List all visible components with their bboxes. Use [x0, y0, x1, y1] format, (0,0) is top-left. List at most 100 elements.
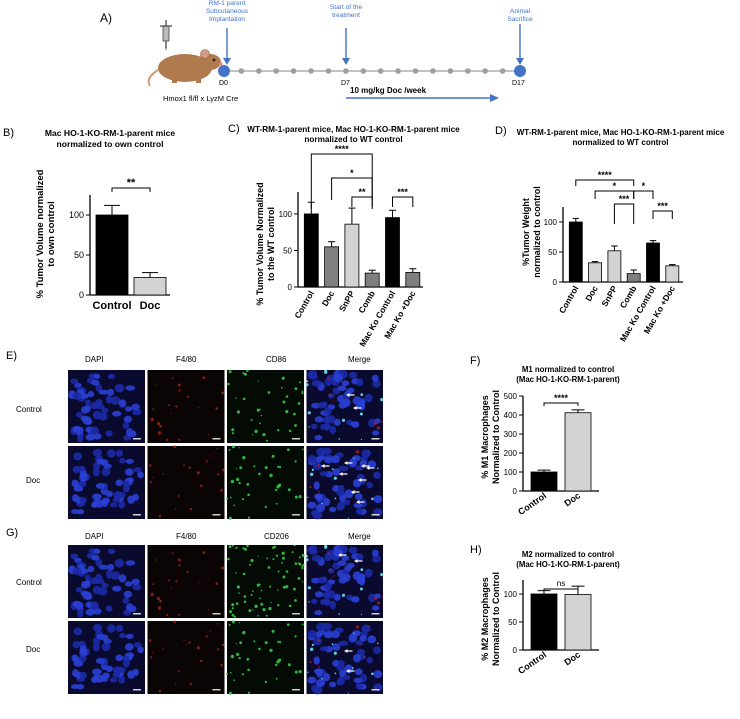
marker-signal	[338, 613, 341, 615]
f480-signal	[188, 466, 191, 469]
white-arrow-head	[346, 393, 350, 397]
marker-signal	[235, 397, 237, 399]
marker-signal	[311, 643, 314, 646]
f480-signal	[329, 393, 332, 397]
marker-signal	[259, 422, 261, 425]
marker-signal	[253, 465, 256, 468]
marker-signal	[333, 651, 337, 655]
nucleus	[103, 463, 112, 469]
nucleus	[107, 548, 116, 554]
f480-signal	[216, 623, 219, 625]
marker-signal	[270, 601, 272, 604]
nucleus	[79, 671, 87, 679]
nucleus	[87, 565, 95, 573]
marker-signal	[231, 603, 235, 607]
y-tick-label: 200	[504, 449, 518, 458]
marker-signal	[268, 607, 272, 611]
f480-signal	[205, 460, 208, 463]
marker-signal	[360, 568, 364, 571]
scale-bar	[212, 613, 221, 615]
micrograph-control-dapi	[68, 370, 145, 443]
f480-signal	[334, 574, 336, 576]
nucleus	[368, 418, 376, 428]
f480-signal	[178, 613, 181, 616]
scale-bar	[212, 689, 221, 691]
significance-bracket	[613, 203, 635, 224]
nucleus	[125, 633, 134, 639]
marker-signal	[233, 504, 235, 506]
marker-signal	[288, 604, 292, 608]
white-arrow-head	[346, 669, 350, 673]
nucleus	[329, 506, 337, 513]
nucleus	[317, 402, 328, 409]
marker-signal	[306, 380, 309, 383]
marker-signal	[301, 566, 304, 570]
f480-signal	[329, 568, 332, 572]
marker-signal	[260, 589, 263, 592]
f480-signal	[167, 404, 170, 407]
marker-signal	[230, 671, 232, 674]
timeline-day-dot	[290, 68, 297, 74]
significance-bracket	[111, 187, 151, 192]
nucleus	[314, 591, 324, 598]
nucleus	[116, 491, 126, 499]
nucleus	[315, 678, 326, 688]
day-d7-label: D7	[341, 80, 350, 87]
marker-signal	[293, 545, 296, 547]
nucleus	[311, 380, 322, 387]
nucleus	[92, 623, 103, 632]
category-label: SnPP	[337, 289, 357, 314]
marker-signal	[230, 496, 232, 499]
f480-signal	[174, 508, 177, 510]
nucleus	[353, 502, 363, 508]
marker-signal	[277, 465, 280, 468]
y-tick-label: 500	[504, 392, 518, 401]
marker-signal	[360, 613, 362, 616]
marker-signal	[231, 432, 234, 435]
nucleus	[123, 590, 133, 598]
f480-signal	[355, 625, 360, 629]
bar	[588, 262, 602, 283]
f480-signal	[178, 438, 181, 441]
panel-d-ylabel-line1: %Tumor Weight	[521, 198, 531, 266]
panel-e-row-doc: Doc	[26, 476, 41, 485]
marker-signal	[294, 599, 297, 602]
nucleus	[366, 481, 373, 489]
f480-signal	[166, 438, 169, 441]
nucleus	[98, 389, 109, 395]
panel-b-title-line2: normalized to own control	[56, 139, 164, 149]
f480-signal	[175, 405, 178, 408]
nucleus	[349, 458, 358, 467]
nucleus	[96, 458, 104, 465]
f480-signal	[221, 391, 225, 395]
timeline-day-dot	[465, 68, 471, 74]
nucleus	[107, 624, 116, 633]
nucleus	[358, 398, 366, 407]
marker-signal	[265, 439, 268, 442]
marker-signal	[353, 457, 355, 459]
marker-signal	[252, 590, 254, 592]
nucleus	[349, 633, 358, 642]
f480-signal	[186, 570, 189, 573]
f480-signal	[189, 507, 193, 511]
nucleus	[373, 646, 381, 654]
bar	[303, 213, 319, 288]
marker-signal	[301, 391, 304, 395]
category-label: Control	[557, 284, 581, 315]
panel-d-label: D)	[495, 125, 507, 137]
panel-f-ylabel-line1: % M1 Macrophages	[480, 395, 490, 479]
marker-signal	[331, 643, 334, 645]
micrograph-control-f480	[147, 545, 225, 618]
nucleus	[101, 407, 109, 413]
nucleus	[353, 478, 361, 488]
f480-signal	[148, 464, 152, 467]
marker-signal	[248, 609, 252, 613]
nucleus	[313, 481, 320, 490]
nucleus	[105, 490, 113, 497]
marker-signal	[242, 372, 245, 375]
marker-signal	[231, 620, 235, 624]
nucleus	[101, 642, 111, 652]
nucleus	[343, 398, 351, 407]
panel-g-label: G)	[6, 527, 19, 539]
nucleus	[324, 599, 331, 605]
